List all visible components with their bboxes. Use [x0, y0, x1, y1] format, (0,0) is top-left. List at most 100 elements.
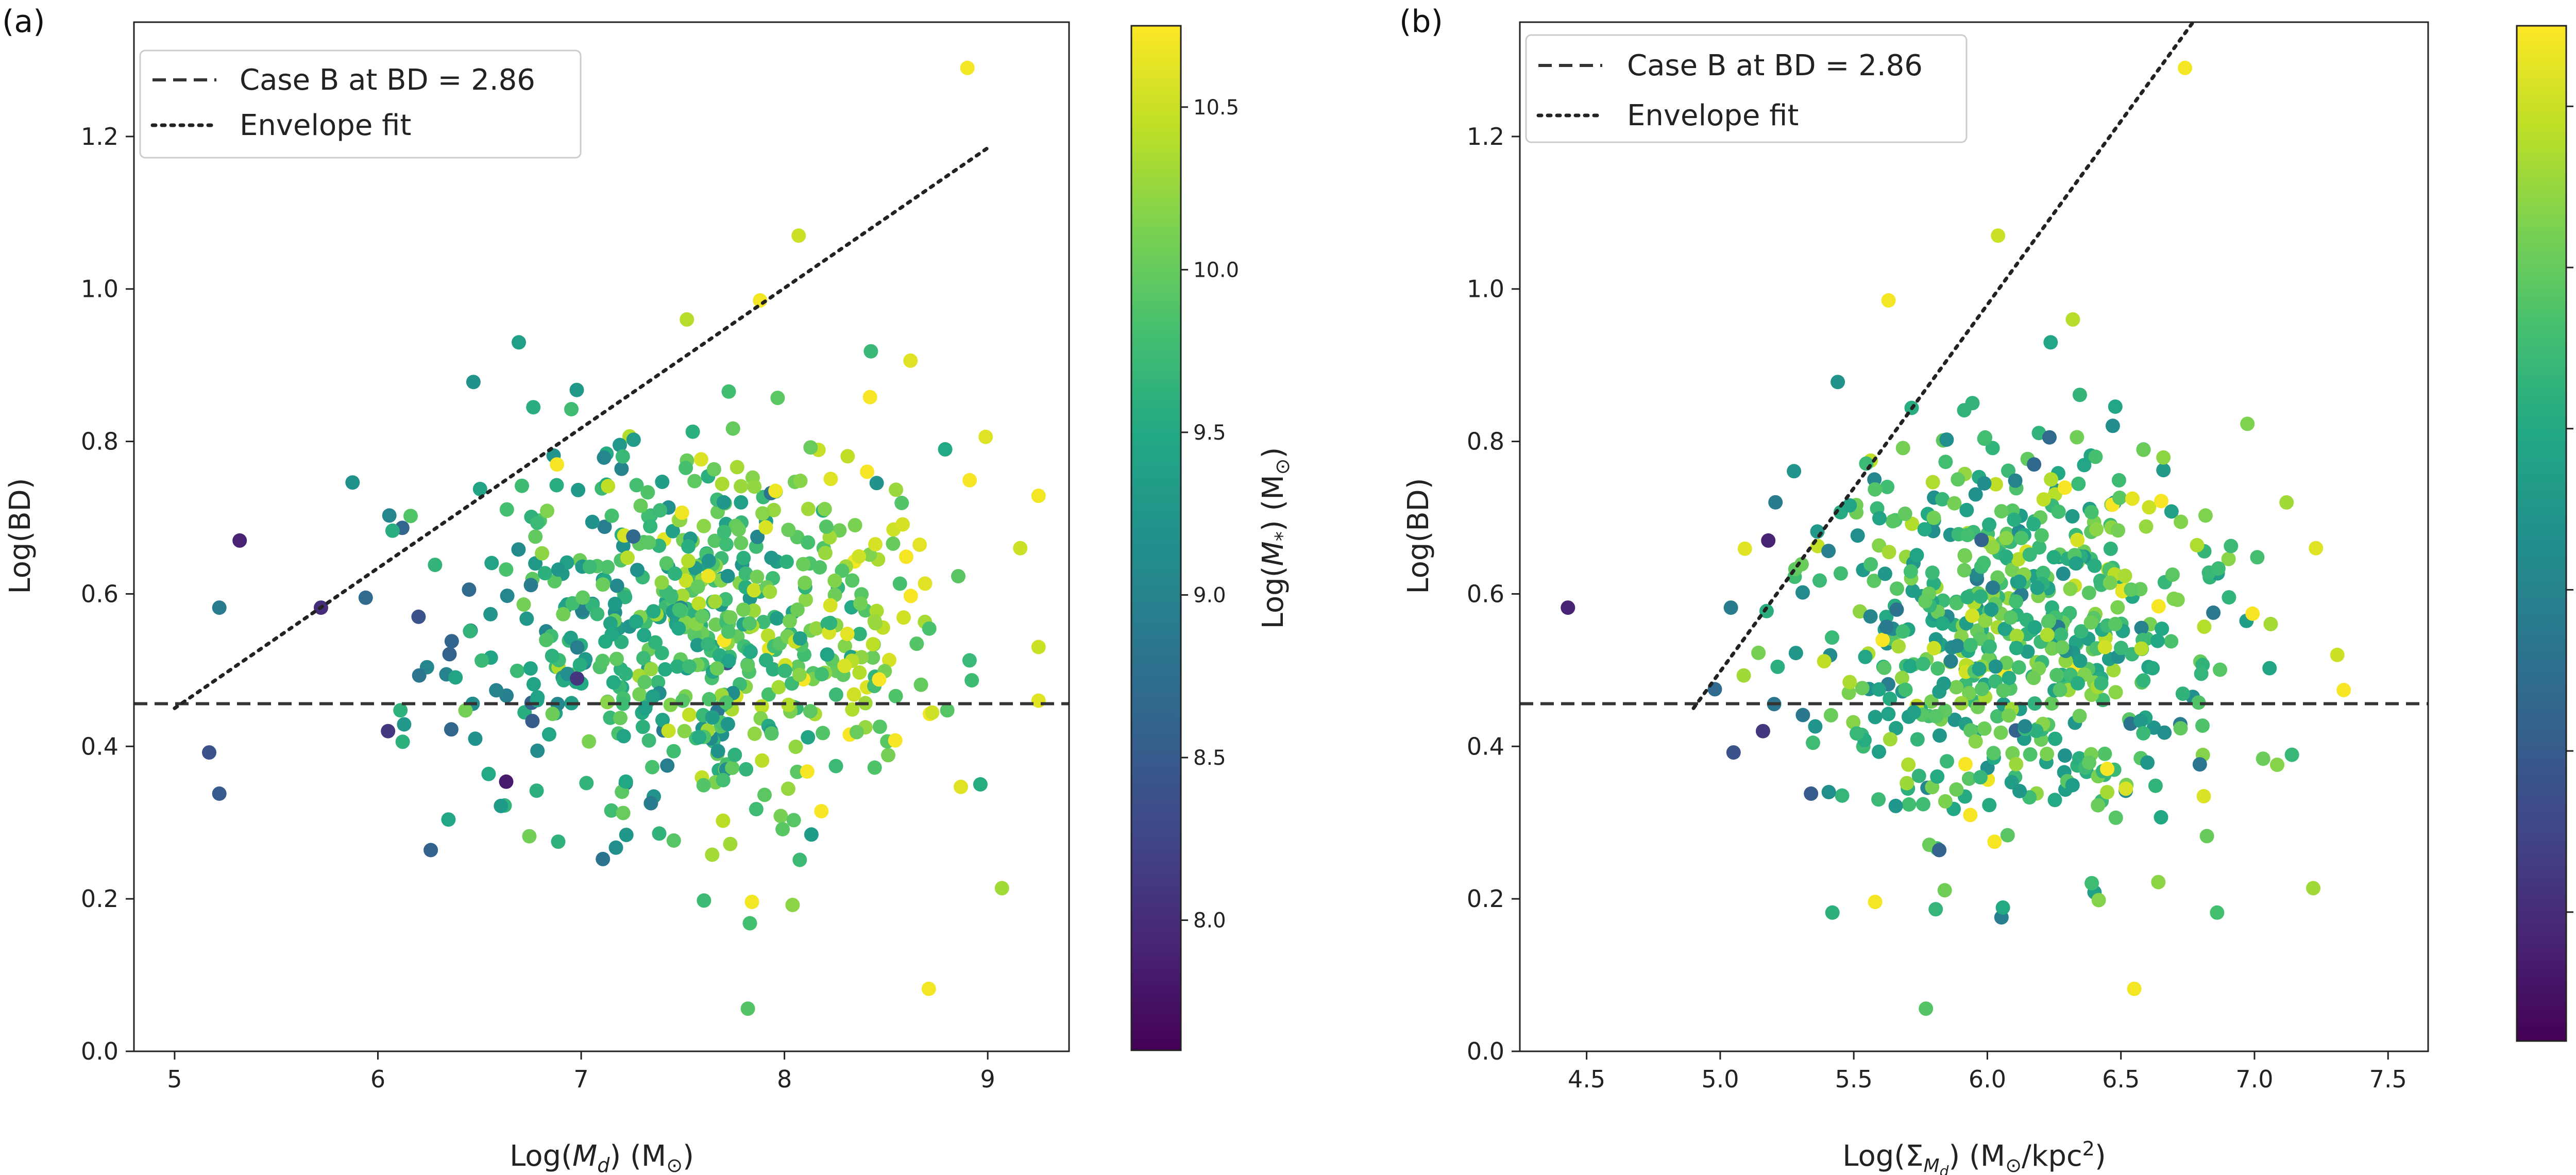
scatter-point — [202, 745, 216, 760]
scatter-point — [670, 659, 685, 674]
scatter-point — [1951, 472, 1965, 487]
scatter-point — [1958, 549, 1973, 564]
scatter-point — [1972, 662, 1987, 676]
scatter-point — [896, 610, 911, 625]
scatter-point — [709, 661, 724, 676]
scatter-point — [940, 703, 955, 718]
scatter-point — [747, 479, 762, 494]
scatter-point — [1891, 639, 1906, 654]
scatter-point — [853, 596, 868, 611]
scatter-point — [770, 391, 785, 406]
scatter-point — [1888, 798, 1903, 813]
scatter-point — [597, 450, 612, 465]
scatter-point — [2270, 758, 2284, 772]
scatter-point — [448, 670, 463, 685]
y-tick-label: 1.0 — [81, 275, 118, 303]
scatter-point — [1842, 498, 1857, 513]
scatter-point — [212, 600, 227, 615]
scatter-point — [2134, 641, 2149, 656]
scatter-point — [1863, 609, 1878, 624]
scatter-point — [600, 560, 615, 575]
scatter-point — [603, 616, 618, 631]
scatter-point — [1751, 645, 1766, 660]
scatter-point — [540, 503, 554, 518]
scatter-point — [511, 542, 526, 557]
scatter-point — [921, 981, 936, 996]
scatter-point — [922, 621, 937, 636]
scatter-point — [1998, 549, 2013, 564]
scatter-point — [2043, 335, 2058, 350]
scatter-point — [2240, 416, 2255, 431]
scatter-point — [1850, 528, 1865, 543]
scatter-point — [744, 895, 759, 910]
panel-b-scatter-points — [1561, 60, 2351, 1016]
scatter-point — [869, 476, 884, 491]
scatter-point — [1868, 710, 1883, 725]
scatter-point — [499, 502, 514, 517]
scatter-point — [2047, 793, 2062, 808]
scatter-point — [1877, 566, 1892, 581]
scatter-point — [2009, 629, 2024, 643]
scatter-point — [762, 584, 777, 599]
scatter-point — [1940, 754, 1954, 769]
panel-b-envelope-fit-line — [1691, 20, 2195, 710]
scatter-point — [571, 482, 586, 497]
scatter-point — [607, 596, 622, 611]
scatter-point — [750, 529, 765, 544]
panel-a-colorbar-title: Log(M*) (M⊙) — [1257, 447, 1294, 629]
scatter-point — [801, 501, 816, 516]
scatter-point — [1841, 685, 1856, 700]
scatter-point — [882, 652, 896, 667]
x-tick-label: 6.0 — [1969, 1065, 2006, 1093]
scatter-point — [603, 710, 618, 725]
scatter-point — [2094, 676, 2109, 691]
scatter-point — [1903, 564, 1918, 579]
scatter-point — [2156, 450, 2171, 465]
scatter-point — [616, 696, 631, 711]
scatter-point — [637, 628, 652, 643]
scatter-point — [742, 616, 757, 631]
panel-a-y-axis-title: Log(BD) — [4, 478, 37, 594]
scatter-point — [641, 733, 656, 748]
scatter-point — [2198, 508, 2213, 523]
scatter-point — [2222, 590, 2236, 605]
scatter-point — [863, 344, 878, 359]
scatter-point — [938, 442, 953, 457]
scatter-point — [1968, 487, 1983, 502]
scatter-point — [1736, 668, 1751, 683]
x-tick-label: 7.5 — [2369, 1065, 2407, 1093]
scatter-point — [2091, 798, 2106, 813]
scatter-point — [680, 312, 694, 327]
scatter-point — [1930, 769, 1945, 784]
scatter-point — [2140, 755, 2155, 770]
scatter-point — [2192, 757, 2207, 772]
scatter-point — [2103, 575, 2117, 590]
scatter-point — [2124, 582, 2139, 597]
y-tick-label: 0.6 — [1467, 580, 1504, 608]
scatter-point — [569, 382, 584, 397]
scatter-point — [668, 566, 683, 581]
scatter-point — [2065, 509, 2080, 524]
scatter-point — [2018, 719, 2032, 734]
scatter-point — [590, 607, 605, 622]
scatter-point — [2036, 492, 2051, 507]
scatter-point — [756, 615, 771, 629]
scatter-point — [2011, 660, 2026, 675]
scatter-point — [1850, 726, 1864, 741]
scatter-point — [747, 726, 762, 741]
scatter-point — [2034, 528, 2049, 543]
panel-b-plot-frame — [1519, 21, 2429, 1052]
scatter-point — [872, 672, 887, 687]
scatter-point — [598, 634, 613, 649]
scatter-point — [2040, 627, 2055, 642]
scatter-point — [549, 478, 564, 493]
scatter-point — [545, 648, 560, 663]
scatter-point — [636, 651, 651, 666]
scatter-point — [1875, 632, 1890, 647]
panel-a-y-axis: 0.0 0.2 0.4 0.6 0.8 1.0 1.2 — [81, 123, 134, 1065]
scatter-point — [809, 621, 824, 636]
scatter-point — [1977, 721, 1992, 736]
scatter-point — [1882, 545, 1896, 560]
scatter-point — [2136, 442, 2151, 457]
scatter-point — [1825, 630, 1839, 645]
